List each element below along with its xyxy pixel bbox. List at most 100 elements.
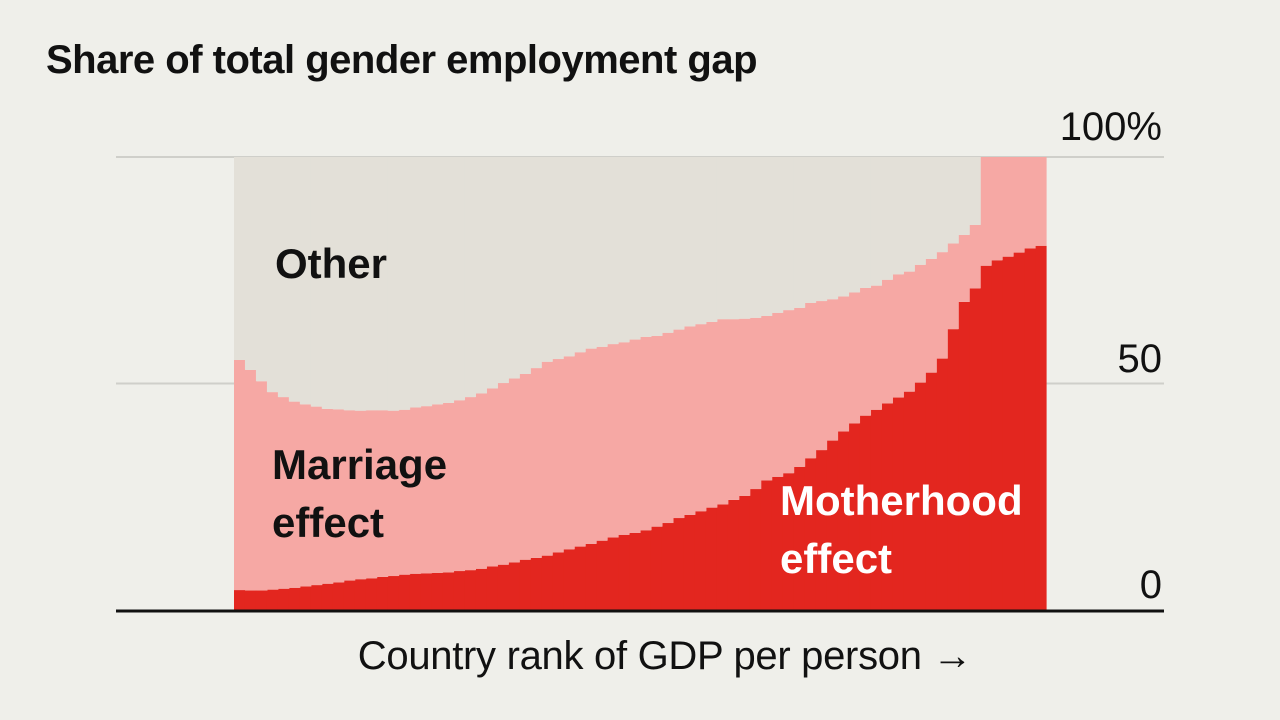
data-column — [530, 368, 542, 558]
data-column — [683, 157, 696, 327]
data-column — [925, 372, 937, 610]
data-column — [958, 301, 970, 610]
data-column — [475, 157, 487, 394]
data-column — [760, 316, 773, 481]
data-column — [596, 346, 608, 541]
data-column — [826, 299, 839, 441]
data-column — [277, 157, 290, 398]
data-column — [376, 576, 389, 610]
data-column — [771, 476, 784, 610]
data-column — [782, 157, 795, 311]
data-column — [596, 157, 608, 347]
data-column — [661, 332, 674, 524]
data-column — [870, 409, 883, 610]
data-column — [694, 511, 707, 610]
data-column — [266, 392, 279, 590]
data-column — [936, 252, 948, 359]
series-label-line: Marriage — [272, 441, 447, 488]
data-column — [431, 157, 444, 405]
data-column — [969, 288, 981, 610]
data-column — [925, 157, 937, 259]
data-column — [607, 157, 619, 345]
data-column — [310, 585, 323, 610]
data-column — [892, 157, 904, 275]
data-column — [387, 157, 400, 411]
data-column — [497, 383, 509, 565]
y-tick-label: 50 — [1118, 337, 1163, 381]
data-column — [738, 157, 751, 319]
data-column — [234, 590, 246, 610]
data-column — [618, 157, 630, 343]
data-column — [716, 504, 729, 610]
series-label-line: effect — [780, 535, 892, 582]
data-column — [332, 157, 345, 410]
data-column — [234, 359, 246, 591]
chart-title: Share of total gender employment gap — [46, 38, 758, 82]
data-column — [991, 157, 1003, 261]
data-column — [760, 480, 773, 610]
data-column — [738, 318, 751, 496]
data-column — [475, 568, 487, 610]
series-motherhood-effect — [234, 245, 1047, 611]
data-column — [310, 406, 323, 586]
data-column — [453, 400, 466, 572]
data-column — [343, 580, 356, 610]
data-column — [321, 157, 334, 409]
data-column — [464, 157, 477, 398]
data-column — [486, 157, 498, 389]
data-column — [705, 157, 718, 322]
data-column — [387, 576, 400, 610]
data-column — [958, 157, 970, 235]
data-column — [244, 369, 257, 591]
data-column — [640, 157, 652, 337]
data-column — [244, 590, 257, 610]
data-column — [409, 157, 422, 408]
series-label-line: Motherhood — [780, 477, 1023, 524]
data-column — [914, 157, 926, 265]
data-column — [804, 302, 817, 459]
data-column — [354, 410, 367, 580]
data-column — [837, 296, 850, 432]
data-column — [354, 157, 367, 411]
data-column — [266, 589, 279, 610]
data-column — [343, 410, 356, 581]
data-column — [409, 573, 422, 610]
data-column — [936, 157, 948, 253]
data-column — [705, 507, 718, 610]
data-column — [914, 382, 926, 610]
data-column — [442, 402, 455, 573]
data-column — [771, 312, 784, 477]
data-column — [552, 552, 564, 610]
data-column — [255, 590, 268, 610]
data-column — [552, 157, 564, 360]
data-column — [969, 224, 981, 289]
data-column — [881, 157, 893, 280]
data-column — [266, 157, 279, 393]
data-column — [870, 157, 883, 286]
data-column — [464, 397, 477, 571]
data-column — [563, 157, 575, 357]
data-column — [255, 157, 268, 382]
data-column — [530, 557, 542, 610]
data-column — [1002, 256, 1014, 610]
data-column — [453, 571, 466, 610]
data-column — [453, 157, 466, 401]
data-column — [1035, 157, 1047, 246]
data-column — [727, 319, 740, 500]
data-column — [398, 157, 411, 410]
data-column — [969, 157, 981, 225]
data-column — [793, 466, 806, 610]
data-column — [716, 157, 729, 320]
data-column — [607, 537, 619, 610]
data-column — [815, 450, 828, 610]
data-column — [870, 285, 883, 410]
data-column — [727, 157, 740, 320]
data-column — [332, 582, 345, 610]
data-column — [749, 489, 762, 610]
data-column — [837, 157, 850, 297]
data-column — [299, 404, 312, 587]
data-column — [387, 410, 400, 577]
data-column — [288, 157, 301, 402]
data-column — [310, 157, 323, 407]
